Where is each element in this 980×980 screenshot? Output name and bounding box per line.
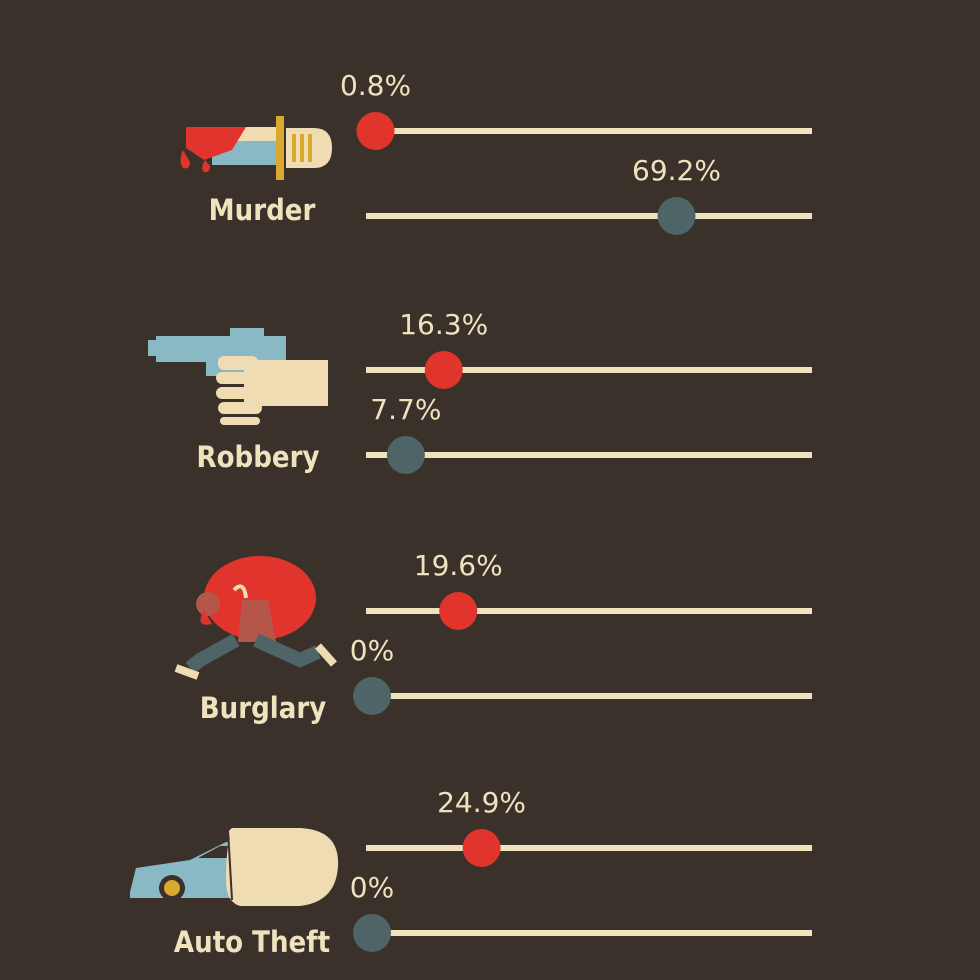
car-icon [130, 828, 339, 906]
gun-icon [148, 328, 328, 425]
burglar-icon [174, 556, 337, 680]
data-point [353, 677, 391, 715]
data-label: 24.9% [437, 786, 526, 819]
data-label: 69.2% [632, 154, 721, 187]
data-label: 0% [350, 634, 394, 667]
data-point [353, 914, 391, 952]
category-label: Robbery [197, 440, 320, 474]
category-label: Burglary [200, 691, 326, 725]
category-label: Murder [209, 193, 316, 227]
data-point [386, 436, 425, 474]
data-label: 7.7% [370, 393, 441, 426]
knife-icon [180, 116, 332, 180]
data-point [356, 112, 395, 150]
data-point [657, 197, 696, 235]
data-label: 0.8% [340, 69, 411, 102]
data-point [424, 351, 463, 389]
data-point [462, 829, 501, 867]
data-label: 16.3% [399, 308, 488, 341]
category-label: Auto Theft [174, 925, 330, 959]
data-label: 0% [350, 871, 394, 904]
data-label: 19.6% [414, 549, 503, 582]
data-point [439, 592, 478, 630]
